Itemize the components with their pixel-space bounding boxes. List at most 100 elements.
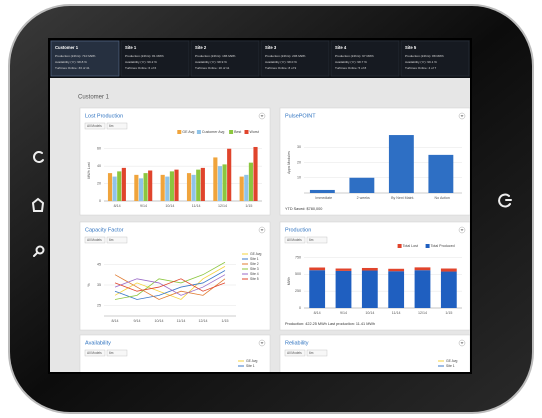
filter-dropdown[interactable] (84, 122, 106, 130)
bar-segment (309, 270, 326, 308)
site-stat: Turbines Online: 5 of 8 (335, 66, 366, 70)
x-tick-label: 11/14 (392, 311, 401, 315)
site-name: Customer 1 (55, 45, 79, 50)
y-axis-label: MWh Lost (87, 162, 91, 178)
filter-dropdown[interactable] (284, 349, 306, 357)
bar (169, 171, 174, 201)
bar (388, 135, 414, 193)
x-tick-label: 8/14 (114, 204, 121, 208)
legend-label: Site 1 (246, 364, 255, 368)
site-card[interactable]: Site 4 Production (24hrs): 97 MWh Availabi… (330, 40, 400, 77)
bar (148, 170, 153, 201)
site-stat: Availability (Yr): 99.2 % (125, 60, 157, 64)
bar (112, 176, 117, 201)
bar (227, 148, 232, 201)
site-stat: Production (24hrs): 81 MWh (125, 54, 164, 58)
bar-segment (414, 270, 431, 308)
legend-label: GE Avg (182, 130, 194, 134)
bar (244, 174, 249, 201)
bar (160, 174, 165, 201)
legend-label: GE Avg (246, 359, 258, 363)
site-stat: Turbines Online: 33 of 41 (55, 66, 90, 70)
legend-label: Total Produced (431, 244, 455, 248)
x-tick-label: By Next Maint. (391, 196, 414, 200)
legend-label: Customer Avg (202, 130, 225, 134)
search-icon[interactable] (35, 245, 45, 255)
site-stat: Production (24hrs): 186 MWh (195, 54, 236, 58)
home-icon[interactable] (31, 197, 45, 212)
site-card-bg (120, 40, 190, 77)
site-card-bg (190, 40, 260, 77)
y-tick-label: 0 (99, 199, 101, 203)
filter-dropdown[interactable] (84, 236, 106, 244)
legend-label: Site 1 (446, 364, 455, 368)
filter-dropdown[interactable] (306, 349, 328, 357)
bar-segment (414, 267, 431, 271)
legend-swatch (196, 130, 201, 134)
site-card[interactable]: Site 5 Production (24hrs): 88 MWh Availabi… (400, 40, 470, 77)
site-card-bg (330, 40, 400, 77)
bar-segment (361, 270, 378, 308)
site-stat: Production (24hrs): 710 MWh (55, 54, 96, 58)
legend-swatch (397, 244, 402, 248)
filter-dropdown[interactable] (84, 349, 106, 357)
filter-dropdown[interactable] (306, 236, 328, 244)
site-name: Site 4 (335, 45, 347, 50)
site-stat: Availability (Yr): 98.0 % (265, 60, 297, 64)
filter-dropdown[interactable] (106, 349, 128, 357)
site-stat: Availability (Yr): 99.1 % (405, 60, 437, 64)
y-tick-label: 45 (97, 262, 101, 266)
site-card[interactable]: Customer 1 Production (24hrs): 710 MWh Ava… (50, 40, 120, 77)
site-stat: Turbines Online: 6 of 6 (125, 66, 156, 70)
bar (191, 174, 196, 201)
filter-label: 6m (309, 238, 314, 242)
x-tick-label: 11/14 (192, 204, 201, 208)
x-tick-label: 10/14 (155, 319, 164, 323)
bar (186, 173, 192, 201)
site-stat: Availability (Yr): 98.7 % (335, 60, 367, 64)
site-card-bg (400, 40, 470, 77)
bar (174, 169, 179, 201)
power-icon[interactable] (498, 193, 512, 208)
series-line (114, 270, 226, 300)
filter-label: 6m (109, 351, 114, 355)
y-tick-label: 30 (297, 145, 301, 149)
filter-label: All Models (87, 238, 102, 242)
bar-segment (440, 271, 457, 308)
x-tick-label: 10/14 (365, 311, 374, 315)
search-handle (33, 251, 39, 257)
series-line (114, 274, 226, 300)
bar (200, 167, 205, 201)
refresh-icon[interactable] (33, 151, 44, 163)
panel-menu-caret (460, 342, 464, 344)
y-tick-label: 60 (97, 147, 101, 151)
filter-dropdown[interactable] (106, 236, 128, 244)
bar (428, 154, 454, 193)
site-card-bg (50, 40, 120, 77)
panel-footer: YTD Saved: $780,000 (285, 207, 322, 211)
site-card[interactable]: Site 2 Production (24hrs): 186 MWh Availab… (190, 40, 260, 77)
filter-label: 6m (109, 124, 114, 128)
panel-title: Production (285, 227, 311, 233)
filter-label: 6m (309, 351, 314, 355)
x-tick-label: 1/15 (222, 319, 229, 323)
filter-dropdown[interactable] (284, 236, 306, 244)
bar (143, 173, 148, 201)
bar (107, 173, 113, 201)
y-axis-label: % (87, 283, 91, 287)
x-tick-label: 12/14 (418, 311, 427, 315)
bar (117, 171, 122, 201)
filter-dropdown[interactable] (106, 122, 128, 130)
y-tick-label: 25 (97, 304, 101, 308)
series-line (114, 261, 226, 300)
panel-menu-caret (260, 115, 264, 117)
x-tick-label: 9/14 (134, 319, 141, 323)
site-card[interactable]: Site 1 Production (24hrs): 81 MWh Availabi… (120, 40, 190, 77)
x-tick-label: No Action (435, 196, 450, 200)
site-card[interactable]: Site 3 Production (24hrs): 206 MWh Availab… (260, 40, 330, 77)
section-title: Customer 1 (78, 95, 110, 101)
bar-segment (309, 267, 326, 271)
y-tick-label: 500 (295, 272, 301, 276)
